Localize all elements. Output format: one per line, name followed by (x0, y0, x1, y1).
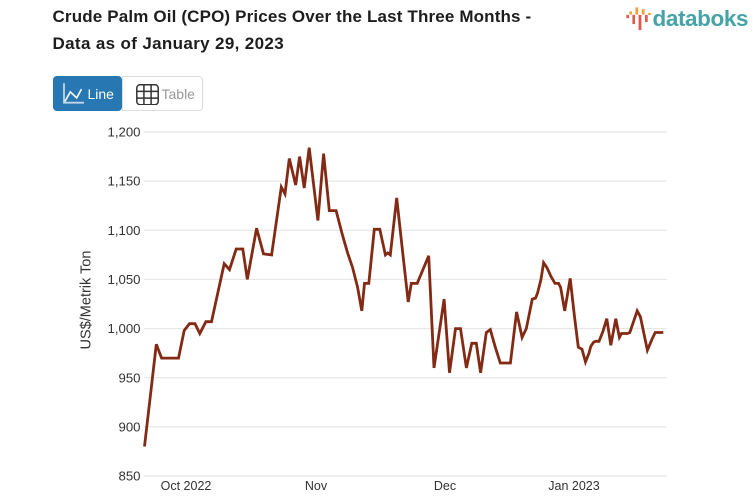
svg-text:US$/Metrik Ton: US$/Metrik Ton (79, 251, 95, 350)
svg-text:900: 900 (118, 420, 140, 435)
svg-text:1,000: 1,000 (107, 321, 140, 336)
svg-text:Nov: Nov (305, 479, 328, 493)
svg-text:950: 950 (118, 370, 140, 385)
svg-text:1,150: 1,150 (107, 174, 140, 189)
svg-text:Oct 2022: Oct 2022 (161, 479, 212, 493)
svg-text:1,200: 1,200 (107, 125, 140, 140)
svg-text:Dec: Dec (434, 479, 456, 493)
svg-text:Jan 2023: Jan 2023 (548, 479, 599, 493)
svg-text:850: 850 (118, 469, 140, 484)
svg-text:1,050: 1,050 (107, 272, 140, 287)
svg-text:1,100: 1,100 (107, 223, 140, 238)
